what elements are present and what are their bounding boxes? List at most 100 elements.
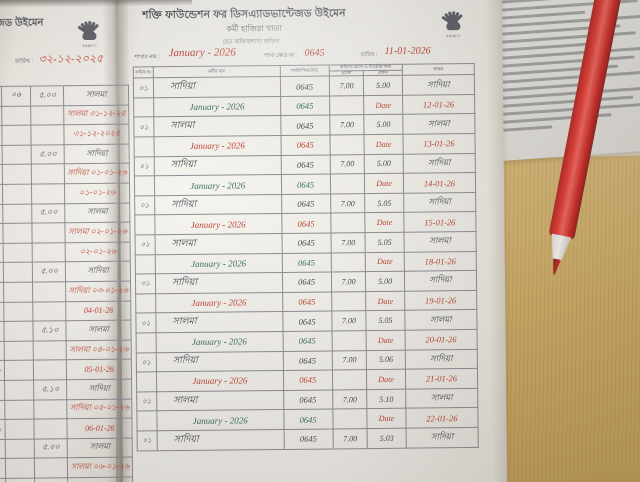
cell-signature: 21-01-26	[405, 368, 478, 389]
cell-serial	[136, 371, 157, 392]
table-row: ৫.১০ সালমা	[0, 320, 132, 342]
cell-code: 0645	[279, 76, 330, 97]
table-row: সালমা ০৪-০১-২৬	[0, 339, 132, 361]
cell-signature: সাদিয়া	[64, 143, 130, 165]
cell-serial	[134, 176, 155, 196]
cell-signature: সাদিয়া ০৫-০১-২৬	[67, 398, 132, 419]
table-row: ০১ সাদিয়া 0645 7.00 5.03 সাদিয়া	[137, 427, 479, 451]
cell-code: 0645	[282, 350, 333, 371]
cell-time-out: ৫.০০	[31, 144, 65, 165]
cell-serial: ০১	[137, 430, 158, 451]
field-branch-name-label: শাখার নাম :	[134, 54, 160, 61]
cell-time-in: 7.00	[332, 389, 368, 410]
cell-name: সালমা	[156, 390, 284, 412]
left-page-table: ০৬৫.০০সালমাসালমা ৩১-১২-২৫Date৩১-১২-২০২৫৫…	[0, 85, 134, 482]
cell-time-in	[332, 369, 368, 390]
cell-time-out: Date	[364, 134, 403, 155]
cell-signature: 07-01-26	[68, 476, 133, 482]
cell-time-in: 7.00	[332, 428, 368, 449]
cell-time-in	[2, 203, 33, 224]
pen-tip	[550, 258, 561, 275]
cell-time-out: 5.00	[363, 75, 403, 96]
cell-time-out: ৫.০০	[30, 85, 65, 106]
cell-code: 0645	[283, 389, 333, 410]
cell-time-out	[33, 360, 67, 380]
cell-signature: সাদিয়া	[405, 427, 479, 448]
cell-signature: সালমা	[66, 320, 132, 341]
cell-serial: ০১	[135, 273, 156, 294]
cell-serial: ০১	[133, 117, 154, 138]
cell-signature: 06-01-26	[67, 418, 133, 439]
cell-time-out	[32, 242, 66, 263]
table-row: Date০২-০১-২৬	[0, 241, 131, 263]
cell-time-in	[329, 95, 365, 116]
cell-time-out	[32, 281, 67, 302]
attendance-table-body: ০১ সাদিয়া 0645 7.00 5.00 সাদিয়া January - 20…	[133, 74, 479, 451]
cell-signature: সাদিয়া ০১-০১-২৬	[64, 163, 130, 184]
cell-signature: সাদিয়া	[65, 261, 131, 282]
cell-name: January - 2026	[154, 174, 282, 196]
table-row: ৫.০০ সাদিয়া	[0, 261, 131, 283]
pen-cone	[547, 234, 572, 263]
cell-code: 0645	[280, 154, 331, 175]
cell-time-in: 7.00	[329, 75, 364, 96]
table-row: Date06-01-26	[0, 418, 133, 440]
table-row: সালমা ৩১-১২-২৫	[0, 104, 129, 126]
cell-code: 0645	[283, 409, 333, 430]
field-branch-name-value: January - 2026	[168, 46, 236, 60]
cell-time-out	[31, 164, 65, 185]
cell-signature: 05-01-26	[66, 359, 132, 380]
cell-signature: সালমা	[67, 437, 133, 459]
cell-time-in	[5, 438, 35, 459]
cell-time-in	[330, 252, 366, 273]
cell-time-in	[3, 282, 33, 302]
cell-name: সাদিয়া	[155, 272, 283, 294]
cell-signature: সালমা	[402, 113, 475, 135]
cell-signature: সালমা	[405, 388, 478, 409]
cell-code: 0645	[282, 311, 332, 332]
right-page-doc-title: কর্মী হাজিরা খাতা	[226, 23, 282, 34]
cell-code: 0645	[281, 252, 332, 273]
left-page-date-value: ৩২-১২-২০২৫	[38, 52, 104, 66]
cell-time-in	[330, 213, 366, 233]
cell-signature: 14-01-26	[403, 172, 476, 194]
logo-palm-icon	[446, 21, 461, 31]
cell-name: সালমা	[155, 311, 283, 333]
table-row: সাদিয়া ০১-০১-২৬	[0, 163, 130, 185]
cell-time-out: 5.00	[364, 114, 403, 135]
table-row: Date০১-০১-২৬	[0, 183, 130, 205]
cell-signature: সালমা ০২-০১-২৬	[65, 222, 131, 243]
cell-serial	[135, 293, 156, 314]
cell-name: January - 2026	[155, 292, 283, 314]
cell-time-out: 5.05	[365, 232, 404, 253]
table-row: Date৩১-১২-২০২৫	[0, 124, 130, 146]
cell-time-out: Date	[365, 251, 405, 272]
left-page-org-title: টেজড উইমেন	[0, 17, 44, 30]
cell-serial	[133, 97, 154, 118]
cell-serial: ০১	[134, 195, 155, 216]
cell-time-in	[3, 242, 33, 263]
field-branch-code-label: শাখা কোড নং :	[264, 52, 298, 60]
cell-time-out: ৫.০০	[32, 262, 66, 283]
cell-serial: ০১	[135, 313, 157, 333]
cell-time-in	[2, 144, 32, 165]
cell-time-in	[3, 223, 33, 244]
cell-time-in: 7.00	[330, 193, 366, 214]
cell-time-out	[30, 105, 65, 126]
table-row: Date05-01-26	[0, 359, 132, 381]
cell-name: January - 2026	[155, 253, 282, 274]
cell-time-out: Date	[366, 369, 406, 390]
cell-serial: ০১	[135, 234, 156, 255]
cell-time-in	[331, 291, 367, 312]
cell-code: 0645	[280, 174, 331, 195]
cell-time-out	[34, 418, 68, 439]
cell-time-in	[331, 330, 367, 351]
table-row: ৫.০০ সালমা	[0, 437, 133, 459]
table-row: সালমা ০২-০১-২৬	[0, 222, 131, 244]
cell-name: সালমা	[153, 115, 281, 137]
cell-time-out: ৫.১০	[33, 320, 67, 341]
cell-signature: সাদিয়া	[403, 192, 476, 213]
cell-signature: সালমা ৩১-১২-২৫	[64, 104, 129, 125]
table-row: Date07-01-26	[0, 476, 133, 482]
